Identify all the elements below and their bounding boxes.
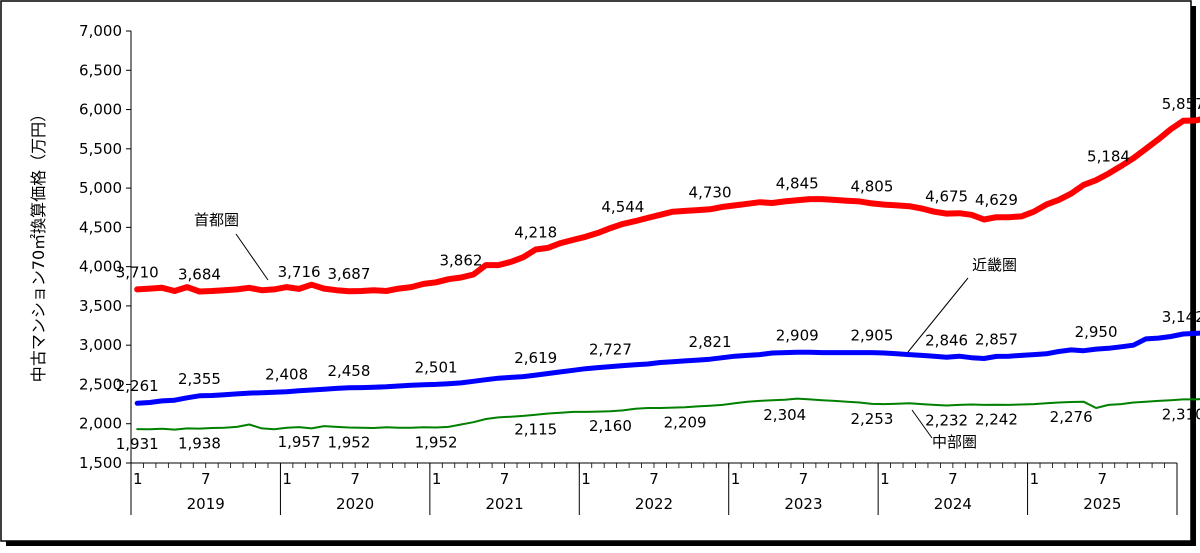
year-label: 2023 <box>784 495 822 513</box>
data-labels: 3,710 3,684 3,716 3,687 3,862 4,218 4,544 4,730… <box>116 95 1200 453</box>
x-tick-label: 7 <box>1098 470 1108 488</box>
x-tick-label: 1 <box>1030 470 1040 488</box>
data-label: 1,952 <box>415 433 458 451</box>
axes: 1,500 2,000 2,500 3,000 3,500 4,000 4,500 5,000… <box>79 22 1178 515</box>
data-label: 2,276 <box>1050 408 1093 426</box>
data-label: 2,242 <box>975 411 1018 429</box>
y-tick-label: 1,500 <box>79 454 122 472</box>
year-label: 2020 <box>336 495 374 513</box>
data-label: 2,261 <box>116 377 159 395</box>
x-tick-label: 7 <box>649 470 659 488</box>
data-label: 5,857 <box>1162 95 1200 113</box>
x-tick-label: 7 <box>350 470 360 488</box>
y-tick-label: 3,500 <box>79 297 122 315</box>
y-tick-label: 5,500 <box>79 140 122 158</box>
data-label: 2,727 <box>589 341 632 359</box>
year-label: 2019 <box>187 495 225 513</box>
series-line-0 <box>134 116 1200 295</box>
data-label: 2,160 <box>589 417 632 435</box>
data-label: 2,905 <box>850 327 893 345</box>
data-label: 3,710 <box>116 263 159 281</box>
data-label: 1,931 <box>116 435 159 453</box>
data-label: 2,950 <box>1075 323 1118 341</box>
y-tick-label: 7,000 <box>79 22 122 40</box>
x-tick-label: 7 <box>799 470 809 488</box>
y-tick-label: 6,000 <box>79 101 122 119</box>
x-tick-label: 1 <box>282 470 292 488</box>
x-tick-label: 1 <box>133 470 143 488</box>
leader-line-chubu <box>911 409 933 439</box>
leader-line-shutoken <box>235 233 269 281</box>
series-label-shutoken: 首都圏 <box>194 211 239 229</box>
data-label: 4,629 <box>975 191 1018 209</box>
data-label: 2,909 <box>776 326 819 344</box>
y-tick-label: 6,500 <box>79 61 122 79</box>
x-tick-label: 7 <box>201 470 211 488</box>
data-label: 1,957 <box>278 433 321 451</box>
data-label: 4,805 <box>850 177 893 195</box>
data-label: 4,218 <box>514 224 557 242</box>
data-label: 2,310 <box>1162 405 1200 423</box>
data-label: 2,209 <box>664 413 707 431</box>
series-line-2 <box>136 397 1200 431</box>
data-label: 4,675 <box>925 188 968 206</box>
y-tick-label: 2,000 <box>79 415 122 433</box>
x-tick-label: 7 <box>948 470 958 488</box>
y-tick-label: 4,500 <box>79 218 122 236</box>
data-label: 2,232 <box>925 412 968 430</box>
x-tick-label: 1 <box>432 470 442 488</box>
year-label: 2021 <box>485 495 523 513</box>
data-label: 3,862 <box>440 251 483 269</box>
series-lines <box>134 116 1200 431</box>
data-label: 2,821 <box>689 333 732 351</box>
data-label: 3,142 <box>1162 308 1200 326</box>
data-label: 2,253 <box>850 410 893 428</box>
series-label-kinki: 近畿圏 <box>972 256 1017 274</box>
x-tick-label: 1 <box>731 470 741 488</box>
series-line-1 <box>134 330 1200 406</box>
y-tick-label: 5,000 <box>79 179 122 197</box>
data-label: 3,684 <box>178 265 221 283</box>
year-label: 2025 <box>1083 495 1121 513</box>
data-label: 4,730 <box>689 183 732 201</box>
data-label: 3,716 <box>278 263 321 281</box>
data-label: 1,952 <box>327 433 370 451</box>
data-label: 4,544 <box>601 198 644 216</box>
data-label: 2,115 <box>514 421 557 439</box>
data-label: 1,938 <box>178 435 221 453</box>
x-tick-label: 1 <box>581 470 591 488</box>
data-label: 2,619 <box>514 349 557 367</box>
data-label: 2,846 <box>925 331 968 349</box>
data-label: 4,845 <box>776 174 819 192</box>
series-label-chubu: 中部圏 <box>932 433 977 451</box>
data-label: 2,857 <box>975 330 1018 348</box>
year-label: 2022 <box>635 495 673 513</box>
y-tick-label: 2,500 <box>79 375 122 393</box>
y-axis-label: 中古マンション70㎡換算価格（万円） <box>29 106 48 382</box>
data-label: 2,355 <box>178 370 221 388</box>
y-tick-label: 4,000 <box>79 258 122 276</box>
leader-line-kinki <box>907 277 969 353</box>
y-tick-label: 3,000 <box>79 336 122 354</box>
x-tick-label: 7 <box>500 470 510 488</box>
data-label: 5,184 <box>1087 148 1130 166</box>
data-label: 2,458 <box>327 362 370 380</box>
data-label: 2,304 <box>763 406 806 424</box>
data-label: 3,687 <box>327 265 370 283</box>
frame-border <box>0 0 1192 542</box>
x-tick-label: 1 <box>880 470 890 488</box>
year-label: 2024 <box>934 495 972 513</box>
data-label: 2,408 <box>265 366 308 384</box>
data-label: 2,501 <box>415 358 458 376</box>
